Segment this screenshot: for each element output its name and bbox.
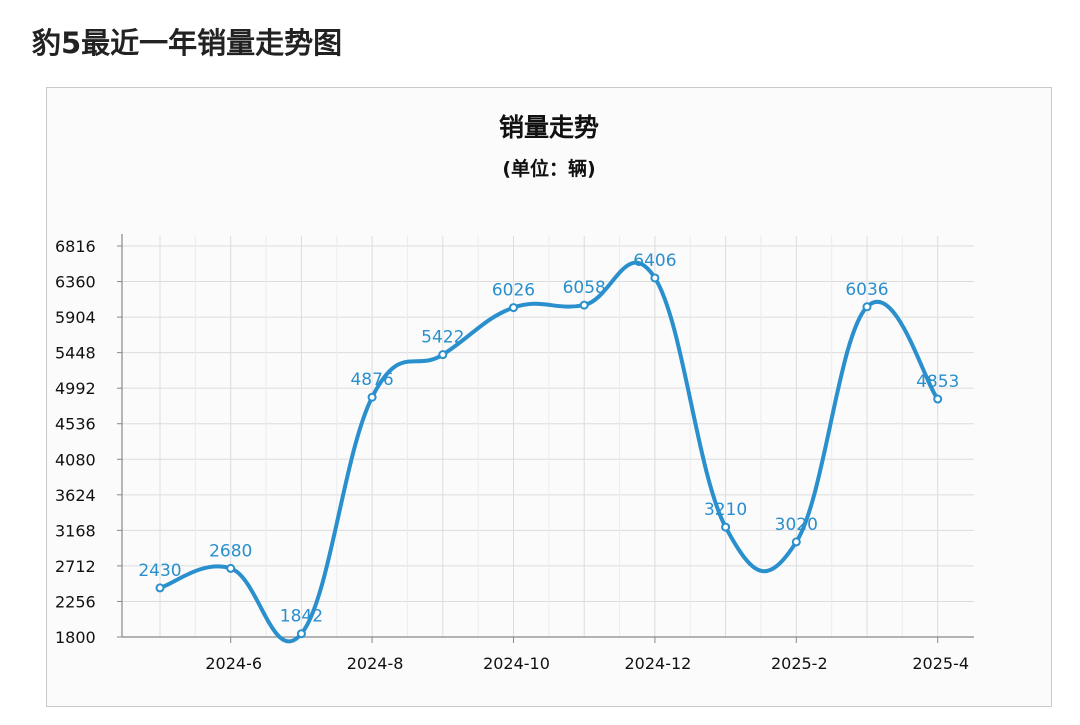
y-tick-label: 5448 — [55, 344, 96, 363]
y-tick-label: 4992 — [55, 379, 96, 398]
axis-layer — [117, 234, 974, 643]
y-tick-label: 3168 — [55, 521, 96, 540]
data-label: 6406 — [633, 251, 676, 271]
y-tick-label: 2256 — [55, 592, 96, 611]
y-tick-label: 5904 — [55, 308, 96, 327]
data-label: 3020 — [775, 515, 818, 535]
x-tick-label: 2024-6 — [205, 654, 262, 673]
x-tick-label: 2025-4 — [912, 654, 969, 673]
data-point — [862, 302, 872, 312]
sales-trend-chart: 销量走势 (单位：辆) 1800 2256 2712 3168 3624 4080 4536… — [55, 113, 974, 673]
data-point — [509, 303, 518, 313]
data-point — [579, 300, 589, 310]
y-tick-label: 6816 — [55, 237, 96, 256]
chart-frame: 销量走势 (单位：辆) 1800 2256 2712 3168 3624 4080 4536… — [46, 87, 1052, 707]
chart-subtitle: (单位：辆) — [502, 157, 595, 180]
y-tick-label: 6360 — [55, 273, 96, 292]
data-label-layer: 2430 2680 1842 4876 5422 6026 6058 6406 3210 3020… — [138, 251, 959, 627]
data-label: 2430 — [138, 561, 181, 581]
series-layer — [155, 260, 943, 644]
y-tick-label: 2712 — [55, 557, 96, 576]
x-tick-label: 2024-8 — [347, 654, 404, 673]
x-tick-label: 2024-12 — [624, 654, 691, 673]
data-point — [155, 583, 165, 593]
data-label: 6036 — [845, 280, 888, 300]
data-label: 5422 — [421, 328, 464, 348]
data-point — [650, 273, 660, 283]
data-label: 6058 — [563, 278, 606, 298]
data-label: 6026 — [492, 281, 535, 301]
data-point — [933, 394, 943, 404]
data-label: 1842 — [280, 607, 323, 627]
x-tick-label: 2024-10 — [483, 654, 550, 673]
data-point — [226, 563, 236, 573]
y-tick-label: 4080 — [55, 450, 96, 469]
page-title: 豹5最近一年销量走势图 — [32, 26, 343, 60]
chart-title: 销量走势 — [499, 113, 599, 142]
data-label: 2680 — [209, 541, 252, 561]
x-axis-ticks: 2024-6 2024-8 2024-10 2024-12 2025-2 2025-4 — [205, 654, 969, 673]
data-label: 4876 — [350, 370, 393, 390]
data-point — [791, 537, 801, 547]
data-point — [438, 350, 448, 360]
data-point — [367, 392, 377, 402]
data-point — [296, 629, 306, 639]
data-label: 3210 — [704, 500, 747, 520]
data-point — [721, 522, 731, 532]
y-tick-label: 4536 — [55, 415, 96, 434]
y-tick-label: 3624 — [55, 486, 96, 505]
y-axis-ticks: 1800 2256 2712 3168 3624 4080 4536 4992 5448 5904… — [55, 237, 96, 647]
y-tick-label: 1800 — [55, 628, 96, 647]
x-tick-label: 2025-2 — [771, 654, 828, 673]
data-label: 4853 — [916, 372, 959, 392]
